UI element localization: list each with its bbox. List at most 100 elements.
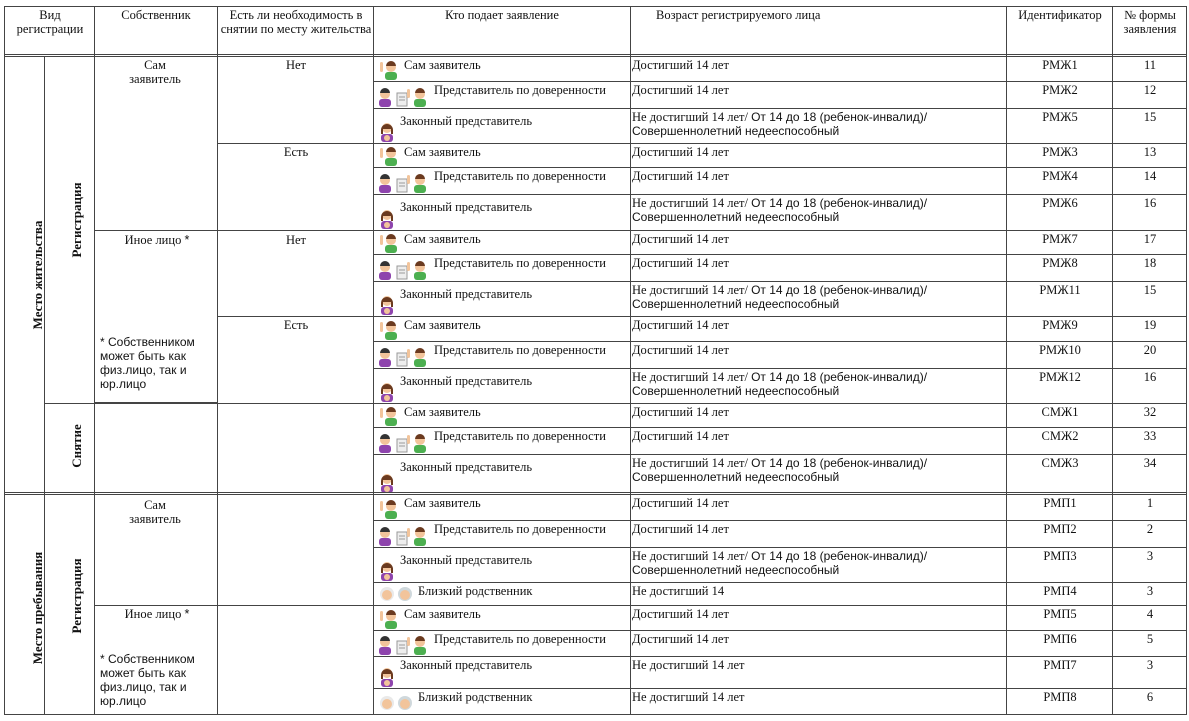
- identifier-cell: РМЖ1: [1042, 58, 1078, 72]
- proxy-representative-icon: [378, 635, 430, 655]
- age-text-extra: Совершеннолетний недееспособный: [632, 297, 840, 311]
- group-mesto-prebyvaniya: Место пребывания: [30, 551, 45, 665]
- applicant-cell: Сам заявитель: [378, 230, 630, 254]
- identifier-cell: РМЖ8: [1042, 256, 1078, 270]
- header-kto-podaet: Кто подает заявление: [445, 8, 559, 22]
- group-mesto-zhitelstva: Место жительства: [30, 220, 45, 330]
- subgroup-snyatie: Снятие: [69, 424, 84, 468]
- identifier-cell: РМЖ10: [1039, 343, 1081, 357]
- form-number-cell: 17: [1143, 232, 1157, 246]
- applicant-cell: Близкий родственник: [378, 582, 630, 605]
- owner-star-2: *: [184, 607, 190, 621]
- age-cell: Достигший 14 лет: [632, 318, 1006, 341]
- v-rule: [44, 56, 45, 714]
- identifier-cell: РМЖ3: [1042, 145, 1078, 159]
- identifier-cell: СМЖ3: [1041, 456, 1079, 470]
- age-cell: Достигший 14 лет: [632, 405, 1006, 427]
- applicant-label: Законный представитель: [400, 553, 533, 567]
- v-rule: [4, 6, 5, 715]
- identifier-cell: СМЖ1: [1041, 405, 1079, 419]
- applicant-label: Законный представитель: [400, 658, 533, 672]
- proxy-representative-icon: [378, 526, 430, 546]
- close-relative-icon: [378, 584, 414, 604]
- h-rule: [373, 281, 1186, 282]
- identifier-cell: РМП4: [1043, 584, 1077, 598]
- owner-sam-zayavitel-2: Сам заявитель: [129, 498, 181, 526]
- applicant-cell: Сам заявитель: [378, 143, 630, 167]
- form-number-cell: 11: [1143, 58, 1157, 72]
- age-text: Не достигший 14 лет/: [632, 370, 752, 384]
- h-rule: [373, 341, 1186, 342]
- v-rule: [373, 6, 374, 714]
- identifier-cell: РМЖ7: [1042, 232, 1078, 246]
- applicant-label: Сам заявитель: [404, 405, 481, 419]
- form-number-cell: 34: [1143, 456, 1157, 470]
- form-number-cell: 4: [1146, 607, 1154, 621]
- close-relative-icon: [378, 693, 414, 713]
- proxy-representative-icon: [378, 260, 430, 280]
- h-rule: [373, 520, 1186, 521]
- age-text-bold: От 14 до 18 (ребенок-инвалид)/: [751, 370, 928, 384]
- h-rule: [4, 54, 1186, 55]
- man-raising-hand-icon: [378, 146, 400, 166]
- applicant-cell: Законный представитель: [378, 454, 630, 494]
- age-cell: Достигший 14 лет: [632, 522, 1006, 547]
- proxy-representative-icon: [378, 347, 430, 367]
- v-rule: [1186, 6, 1187, 715]
- applicant-cell: Сам заявитель: [378, 316, 630, 341]
- form-number-cell: 12: [1143, 83, 1157, 97]
- age-text: Не достигший 14 лет/: [632, 196, 752, 210]
- applicant-cell: Представитель по доверенности: [378, 427, 630, 454]
- applicant-cell: Представитель по доверенности: [378, 81, 630, 108]
- age-text-extra: Совершеннолетний недееспособный: [632, 384, 840, 398]
- h-rule: [4, 6, 1186, 7]
- man-raising-hand-icon: [378, 499, 400, 519]
- v-rule: [1112, 6, 1113, 714]
- age-text-extra: Совершеннолетний недееспособный: [632, 563, 840, 577]
- identifier-cell: РМП3: [1043, 549, 1077, 563]
- age-text: Достигший 14 лет: [632, 607, 729, 621]
- applicant-cell: Законный представитель: [378, 281, 630, 316]
- age-text: Не достигший 14: [632, 584, 725, 598]
- h-rule: [217, 316, 373, 317]
- owner-inoe-lico: Иное лицо *: [124, 233, 190, 247]
- age-text-bold: От 14 до 18 (ребенок-инвалид)/: [751, 283, 928, 297]
- applicant-label: Близкий родственник: [418, 690, 533, 704]
- applicant-label: Сам заявитель: [404, 607, 481, 621]
- age-text: Достигший 14 лет: [632, 83, 729, 97]
- proxy-representative-icon: [378, 433, 430, 453]
- age-text: Достигший 14 лет: [632, 405, 729, 419]
- age-text: Достигший 14 лет: [632, 145, 729, 159]
- age-text-extra: Совершеннолетний недееспособный: [632, 210, 840, 224]
- age-cell: Не достигший 14 лет/ От 14 до 18 (ребено…: [632, 370, 1006, 403]
- age-cell: Не достигший 14 лет/ От 14 до 18 (ребено…: [632, 283, 1006, 316]
- h-rule: [373, 656, 1186, 657]
- owner-note-2: * Собственником может быть как физ.лицо,…: [100, 652, 195, 708]
- form-number-cell: 3: [1146, 658, 1154, 672]
- age-text: Не достигший 14 лет/: [632, 283, 752, 297]
- age-cell: Достигший 14 лет: [632, 429, 1006, 454]
- form-number-cell: 6: [1146, 690, 1154, 704]
- identifier-cell: СМЖ2: [1041, 429, 1079, 443]
- legal-representative-icon: [378, 122, 396, 142]
- form-number-cell: 3: [1146, 584, 1154, 598]
- age-text: Достигший 14 лет: [632, 632, 729, 646]
- subgroup-registraciya-zhitelstva: Регистрация: [69, 182, 84, 258]
- header-sobstvennik: Собственник: [121, 8, 191, 22]
- h-rule: [4, 492, 1186, 493]
- form-number-cell: 16: [1143, 196, 1157, 210]
- v-rule: [1006, 6, 1007, 714]
- identifier-cell: РМП2: [1043, 522, 1077, 536]
- applicant-label: Сам заявитель: [404, 496, 481, 510]
- form-number-cell: 2: [1146, 522, 1154, 536]
- age-text-extra: Совершеннолетний недееспособный: [632, 470, 840, 484]
- age-text: Не достигший 14 лет: [632, 690, 745, 704]
- applicant-cell: Законный представитель: [378, 194, 630, 230]
- applicant-cell: Сам заявитель: [378, 56, 630, 81]
- v-rule: [217, 6, 218, 714]
- applicant-label: Сам заявитель: [404, 318, 481, 332]
- header-vid-registracii: Вид регистрации: [16, 8, 84, 36]
- need-est-1: Есть: [283, 145, 309, 159]
- age-cell: Не достигший 14 лет: [632, 690, 1006, 714]
- age-text-extra: Совершеннолетний недееспособный: [632, 124, 840, 138]
